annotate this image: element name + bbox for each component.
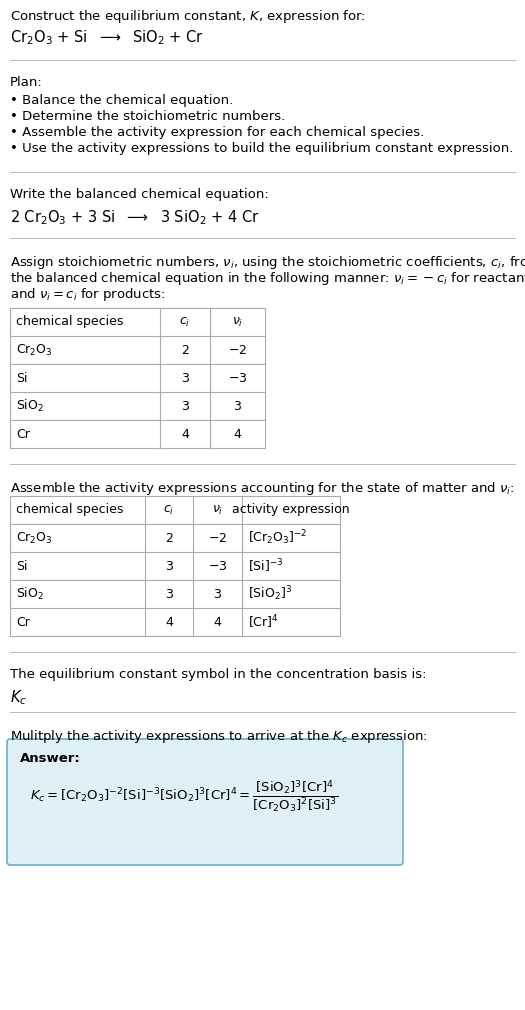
Text: Si: Si (16, 560, 27, 573)
Text: the balanced chemical equation in the following manner: $\nu_i = -c_i$ for react: the balanced chemical equation in the fo… (10, 270, 525, 287)
Text: $\nu_i$: $\nu_i$ (232, 315, 243, 328)
Text: • Determine the stoichiometric numbers.: • Determine the stoichiometric numbers. (10, 110, 285, 123)
Text: 2 Cr$_2$O$_3$ + 3 Si  $\longrightarrow$  3 SiO$_2$ + 4 Cr: 2 Cr$_2$O$_3$ + 3 Si $\longrightarrow$ 3… (10, 208, 260, 226)
Text: Answer:: Answer: (20, 752, 81, 765)
Text: Cr$_2$O$_3$: Cr$_2$O$_3$ (16, 342, 52, 358)
Text: $-3$: $-3$ (208, 560, 227, 573)
Text: $c_i$: $c_i$ (180, 315, 191, 328)
Text: Cr: Cr (16, 427, 30, 440)
Text: 3: 3 (234, 400, 242, 412)
Text: $\nu_i$: $\nu_i$ (212, 503, 223, 516)
Text: SiO$_2$: SiO$_2$ (16, 586, 44, 602)
Text: $c_i$: $c_i$ (163, 503, 175, 516)
Text: activity expression: activity expression (232, 504, 350, 516)
Text: $[\mathrm{Si}]^{-3}$: $[\mathrm{Si}]^{-3}$ (248, 558, 284, 575)
Bar (10, 496, 340, 636)
Text: 4: 4 (181, 427, 189, 440)
Text: 2: 2 (181, 343, 189, 357)
Text: • Use the activity expressions to build the equilibrium constant expression.: • Use the activity expressions to build … (10, 142, 513, 155)
Text: $-3$: $-3$ (228, 372, 247, 385)
Text: $[\mathrm{SiO_2}]^{3}$: $[\mathrm{SiO_2}]^{3}$ (248, 585, 292, 603)
Text: Construct the equilibrium constant, $K$, expression for:: Construct the equilibrium constant, $K$,… (10, 8, 366, 25)
Text: The equilibrium constant symbol in the concentration basis is:: The equilibrium constant symbol in the c… (10, 668, 426, 681)
Text: 4: 4 (214, 615, 222, 628)
Text: 3: 3 (181, 400, 189, 412)
Text: 2: 2 (165, 531, 173, 544)
Text: SiO$_2$: SiO$_2$ (16, 398, 44, 414)
Text: 3: 3 (214, 588, 222, 601)
Text: $K_c = [\mathrm{Cr_2O_3}]^{-2} [\mathrm{Si}]^{-3} [\mathrm{SiO_2}]^{3} [\mathrm{: $K_c = [\mathrm{Cr_2O_3}]^{-2} [\mathrm{… (30, 779, 338, 815)
Text: Si: Si (16, 372, 27, 385)
Text: chemical species: chemical species (16, 504, 123, 516)
Text: 4: 4 (165, 615, 173, 628)
Text: Plan:: Plan: (10, 76, 43, 89)
Text: $K_c$: $K_c$ (10, 688, 27, 707)
Text: • Assemble the activity expression for each chemical species.: • Assemble the activity expression for e… (10, 126, 424, 139)
Text: Mulitply the activity expressions to arrive at the $K_c$ expression:: Mulitply the activity expressions to arr… (10, 728, 428, 745)
Bar (10, 308, 265, 448)
Text: • Balance the chemical equation.: • Balance the chemical equation. (10, 94, 233, 107)
Text: Assign stoichiometric numbers, $\nu_i$, using the stoichiometric coefficients, $: Assign stoichiometric numbers, $\nu_i$, … (10, 254, 525, 271)
Text: 4: 4 (234, 427, 242, 440)
Text: $[\mathrm{Cr}]^{4}$: $[\mathrm{Cr}]^{4}$ (248, 613, 279, 631)
FancyBboxPatch shape (7, 739, 403, 865)
Text: $-2$: $-2$ (208, 531, 227, 544)
Text: and $\nu_i = c_i$ for products:: and $\nu_i = c_i$ for products: (10, 286, 165, 303)
Text: $-2$: $-2$ (228, 343, 247, 357)
Text: chemical species: chemical species (16, 315, 123, 328)
Text: 3: 3 (165, 560, 173, 573)
Text: Write the balanced chemical equation:: Write the balanced chemical equation: (10, 188, 269, 201)
Text: 3: 3 (165, 588, 173, 601)
Text: Cr$_2$O$_3$ + Si  $\longrightarrow$  SiO$_2$ + Cr: Cr$_2$O$_3$ + Si $\longrightarrow$ SiO$_… (10, 28, 204, 46)
Text: Cr$_2$O$_3$: Cr$_2$O$_3$ (16, 530, 52, 545)
Text: Assemble the activity expressions accounting for the state of matter and $\nu_i$: Assemble the activity expressions accoun… (10, 480, 514, 497)
Text: 3: 3 (181, 372, 189, 385)
Text: $[\mathrm{Cr_2O_3}]^{-2}$: $[\mathrm{Cr_2O_3}]^{-2}$ (248, 528, 308, 547)
Text: Cr: Cr (16, 615, 30, 628)
